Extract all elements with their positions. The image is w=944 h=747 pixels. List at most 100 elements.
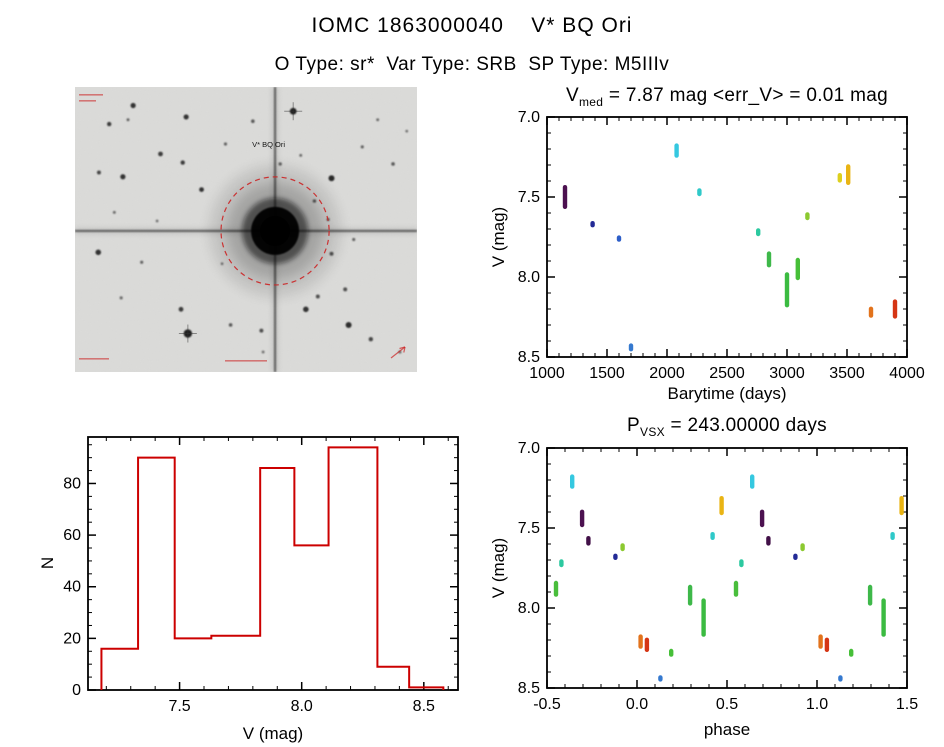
- annotation-mark: [225, 360, 267, 362]
- field-star: [120, 174, 126, 180]
- data-point: [613, 553, 618, 560]
- histogram-outline: [100, 446, 445, 690]
- data-point: [759, 509, 765, 528]
- central-star: [260, 215, 291, 246]
- lightcurve-title-rest: = 7.87 mag <err_V> = 0.01 mag: [603, 85, 888, 106]
- field-star: [376, 118, 380, 122]
- field-star: [112, 210, 116, 214]
- field-star: [220, 262, 224, 266]
- field-star: [251, 119, 255, 123]
- y-tick-label: 8.0: [518, 600, 540, 617]
- data-point: [793, 553, 798, 560]
- x-tick-label: 3500: [829, 365, 865, 382]
- data-point: [818, 634, 823, 649]
- data-point: [669, 648, 674, 657]
- data-point: [795, 257, 800, 281]
- plot-frame: [87, 436, 459, 691]
- y-tick-label: 60: [63, 527, 81, 544]
- lightcurve-canvas: 1000 1500 2000 2500 3000 3500 4000 7.0 7.5 8.0 8.5: [518, 109, 925, 382]
- field-star: [368, 337, 374, 342]
- x-tick-label: 2500: [709, 365, 745, 382]
- y-tick-label: 7.5: [518, 520, 540, 537]
- field-star: [352, 237, 356, 242]
- field-star: [299, 153, 303, 157]
- data-point: [579, 509, 585, 528]
- histogram-canvas: 7.5 8.0 8.5 0 20 40 60 80: [63, 436, 459, 715]
- data-point: [562, 185, 568, 209]
- x-tick-label: 0.0: [626, 696, 648, 713]
- y-tick-label: 40: [63, 579, 81, 596]
- data-point: [766, 251, 772, 268]
- phase-title-rest: = 243.00000 days: [664, 415, 827, 436]
- data-point: [674, 143, 679, 158]
- x-tick-label: 1000: [529, 365, 565, 382]
- data-point: [687, 584, 693, 606]
- phase-title-prefix: P: [627, 415, 641, 436]
- lightcurve-title: Vmed = 7.87 mag <err_V> = 0.01 mag: [517, 85, 937, 109]
- data-point: [867, 584, 873, 606]
- y-tick-label: 7.0: [518, 109, 540, 126]
- data-point: [868, 306, 874, 318]
- field-star: [329, 251, 334, 256]
- lightcurve-title-subscript: med: [579, 94, 604, 109]
- data-point: [616, 235, 622, 242]
- field-star: [130, 102, 136, 109]
- x-tick-label: 7.5: [168, 698, 190, 715]
- field-star: [405, 129, 409, 133]
- field-star: [360, 145, 364, 149]
- data-point: [766, 536, 771, 546]
- y-tick-label: 8.5: [518, 680, 540, 697]
- aperture-circle: [220, 176, 330, 286]
- field-star: [328, 175, 335, 182]
- data-point: [838, 675, 843, 682]
- data-point: [628, 343, 634, 352]
- data-point: [658, 675, 663, 682]
- x-tick-label: 0.5: [716, 696, 738, 713]
- data-point: [553, 580, 559, 597]
- data-point: [733, 580, 739, 597]
- finder-chart-image: V* BQ Ori: [75, 87, 417, 372]
- data-point: [620, 543, 625, 552]
- field-star: [228, 323, 233, 327]
- data-point: [899, 496, 904, 516]
- data-point: [590, 221, 595, 228]
- y-tick-label: 8.0: [518, 269, 540, 286]
- field-star: [303, 306, 309, 313]
- field-star: [261, 350, 265, 354]
- data-point: [697, 188, 702, 197]
- data-point: [638, 634, 643, 649]
- lightcurve-xaxis-label: Barytime (days): [667, 384, 787, 403]
- data-point: [784, 272, 790, 308]
- field-star: [107, 121, 112, 127]
- annotation-mark: [79, 94, 103, 96]
- field-star: [155, 219, 159, 223]
- histogram-xaxis-label: V (mag): [242, 724, 304, 743]
- data-point: [837, 173, 842, 183]
- y-tick-label: 7.5: [518, 189, 540, 206]
- field-star: [178, 306, 184, 312]
- data-point: [846, 164, 851, 185]
- data-point: [586, 536, 591, 546]
- data-point: [559, 559, 564, 568]
- phase-xaxis-label: phase: [703, 720, 751, 739]
- field-star: [312, 199, 317, 203]
- field-star: [158, 151, 163, 157]
- y-tick-label: 20: [63, 630, 81, 647]
- data-point: [710, 532, 715, 540]
- field-star: [259, 328, 264, 333]
- y-tick-label: 0: [72, 682, 81, 699]
- annotation-mark: [79, 100, 96, 102]
- x-tick-label: 1.5: [896, 696, 918, 713]
- phase-plot-title: PVSX = 243.00000 days: [517, 415, 937, 439]
- x-tick-label: 1500: [589, 365, 625, 382]
- x-tick-label: 3000: [769, 365, 805, 382]
- data-point: [890, 532, 895, 540]
- y-tick-label: 7.0: [518, 440, 540, 457]
- data-point: [719, 496, 724, 516]
- data-point: [701, 598, 706, 637]
- field-star: [119, 296, 123, 300]
- page-subtitle: O Type: sr* Var Type: SRB SP Type: M5III…: [274, 54, 670, 75]
- x-tick-label: -0.5: [533, 696, 561, 713]
- field-star: [315, 294, 320, 299]
